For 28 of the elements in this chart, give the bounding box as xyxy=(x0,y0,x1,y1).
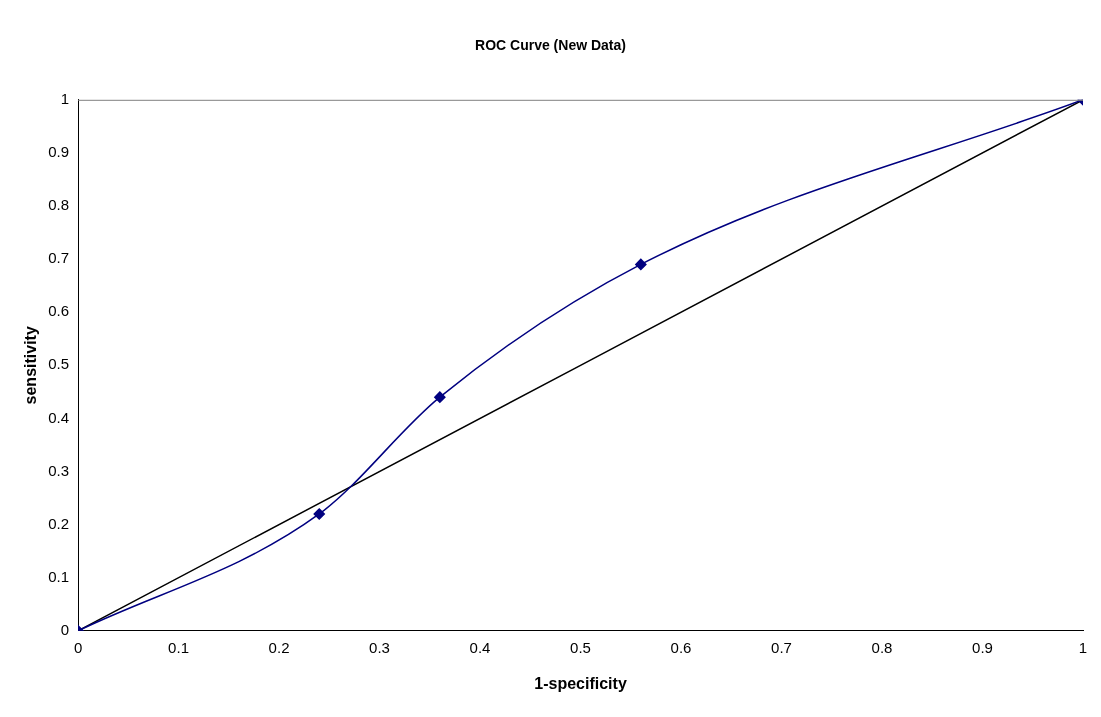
x-tick-label: 0.5 xyxy=(570,638,591,656)
x-axis-title: 1-specificity xyxy=(534,674,627,692)
point xyxy=(434,391,446,403)
y-tick-label: 0.8 xyxy=(48,196,70,214)
x-tick-label: 0.4 xyxy=(469,638,491,656)
y-tick-label: 0.3 xyxy=(48,461,70,479)
y-tick-label: 0.2 xyxy=(48,514,70,532)
y-tick-label: 1 xyxy=(60,89,70,107)
x-tick-label: 0.6 xyxy=(670,638,692,656)
y-tick-label: 0 xyxy=(60,620,70,638)
y-tick-label: 0.4 xyxy=(48,408,70,426)
y-axis-title: sensitivity xyxy=(22,326,40,405)
y-tick-label: 0.7 xyxy=(48,249,70,267)
y-tick-label: 0.9 xyxy=(48,143,70,161)
x-tick-label: 0.3 xyxy=(369,638,390,656)
point xyxy=(313,508,325,520)
x-tick-label: 0.9 xyxy=(972,638,993,656)
x-tick-label: 1 xyxy=(1078,638,1088,656)
x-tick-label: 0.1 xyxy=(168,638,189,656)
x-tick-label: 0.2 xyxy=(268,638,290,656)
point xyxy=(635,258,647,271)
y-tick-label: 0.5 xyxy=(48,355,70,373)
chart-title: ROC Curve (New Data) xyxy=(475,37,626,54)
x-tick-label: 0.7 xyxy=(771,638,792,656)
y-tick-label: 0.1 xyxy=(48,567,70,585)
x-tick-label: 0.8 xyxy=(871,638,893,656)
x-tick-label: 0 xyxy=(73,638,83,656)
y-tick-label: 0.6 xyxy=(48,302,70,320)
